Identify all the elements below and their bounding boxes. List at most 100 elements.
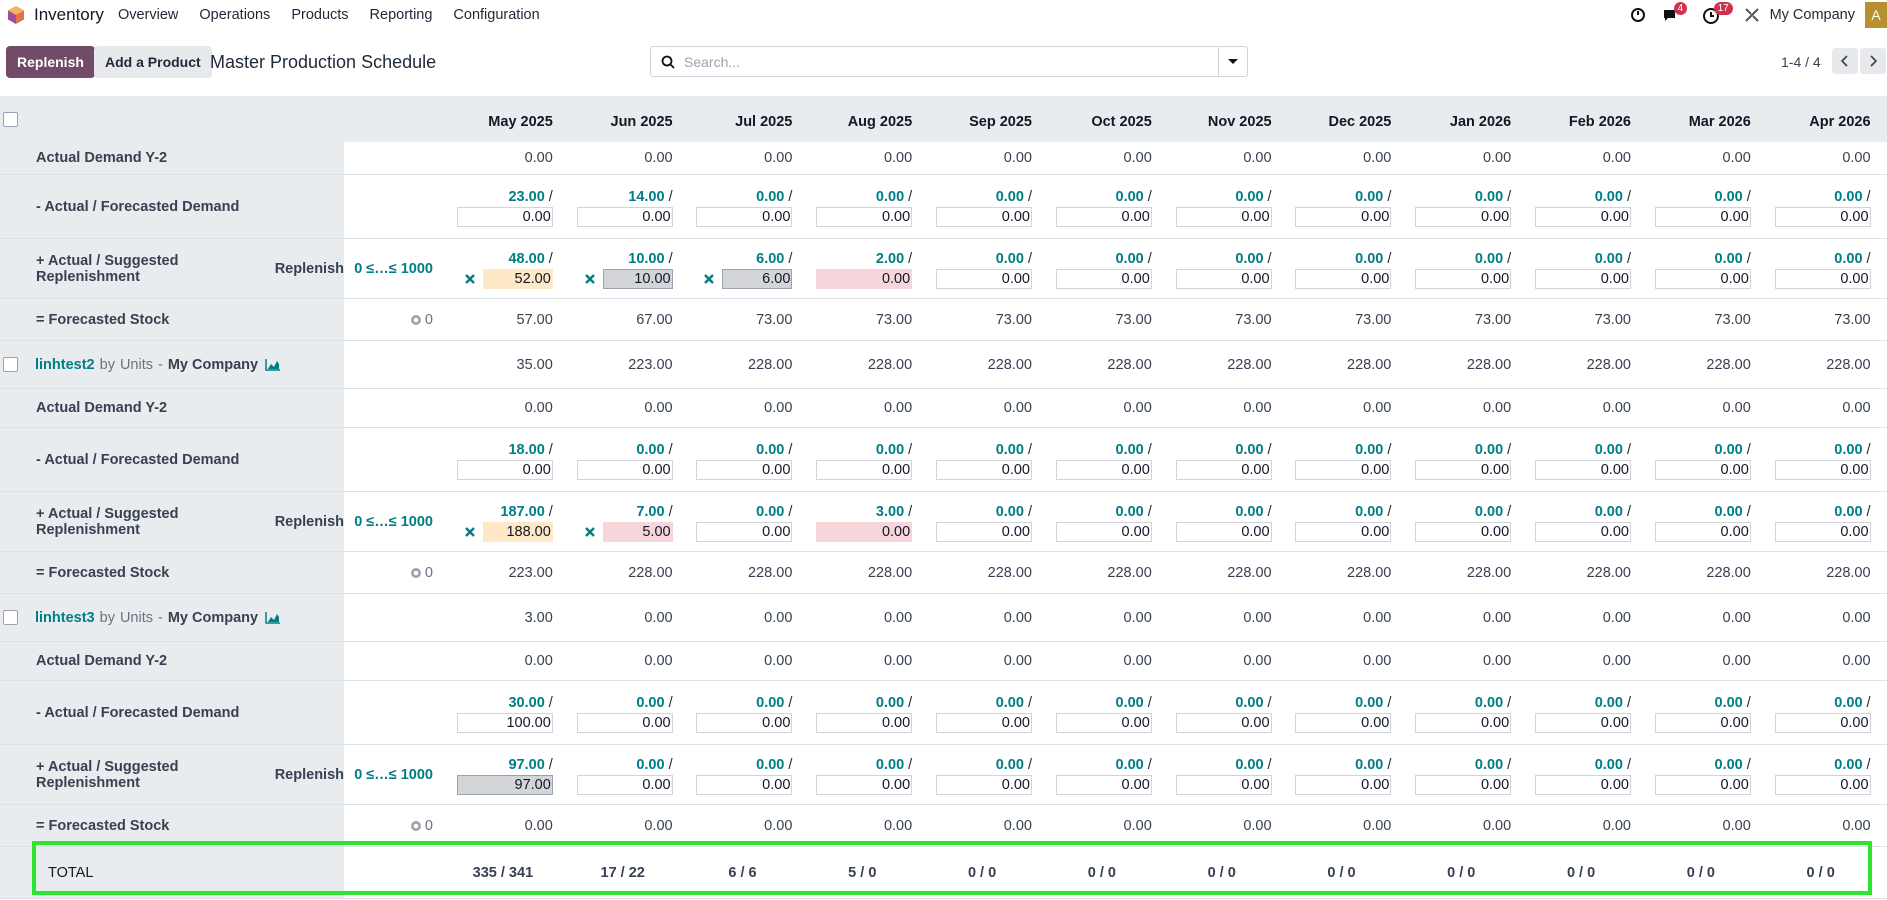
actual-demand[interactable]: 0.00	[636, 441, 665, 458]
suggested-input[interactable]: 0.00	[1774, 774, 1871, 795]
forecast-input[interactable]: 0.00	[1055, 712, 1152, 733]
forecast-input[interactable]: 0.00	[935, 206, 1032, 227]
actual-replenishment[interactable]: 0.00	[1714, 756, 1743, 773]
suggested-input[interactable]: 0.00	[1774, 521, 1871, 542]
app-name[interactable]: Inventory	[34, 5, 104, 24]
forecast-input[interactable]: 0.00	[1415, 459, 1512, 480]
actual-demand[interactable]: 0.00	[1235, 441, 1264, 458]
suggested-input[interactable]: 0.00	[935, 521, 1032, 542]
actual-demand[interactable]: 0.00	[1714, 441, 1743, 458]
actual-replenishment[interactable]: 0.00	[756, 756, 785, 773]
user-avatar[interactable]: A	[1865, 2, 1887, 28]
actual-replenishment[interactable]: 0.00	[1355, 250, 1384, 267]
forecast-input[interactable]: 0.00	[1295, 206, 1392, 227]
actual-demand[interactable]: 14.00	[628, 188, 665, 205]
suggested-input[interactable]: 0.00	[696, 521, 793, 542]
forecast-input[interactable]: 0.00	[1774, 712, 1871, 733]
pager-next[interactable]	[1860, 48, 1886, 74]
forecast-input[interactable]: 0.00	[1055, 206, 1152, 227]
suggested-input[interactable]: 5.00	[602, 521, 673, 542]
actual-replenishment[interactable]: 0.00	[756, 503, 785, 520]
company-switch[interactable]: My Company	[1769, 7, 1855, 23]
actual-demand[interactable]: 0.00	[995, 694, 1024, 711]
actual-replenishment[interactable]: 0.00	[1115, 503, 1144, 520]
add-product-button[interactable]: Add a Product	[94, 46, 212, 78]
suggested-input[interactable]: 0.00	[1415, 774, 1512, 795]
forecast-report-icon[interactable]	[265, 611, 281, 624]
forecast-input[interactable]: 0.00	[1175, 459, 1272, 480]
row-checkbox[interactable]	[3, 357, 18, 372]
menu-item[interactable]: Products	[291, 7, 349, 23]
app-logo[interactable]	[6, 5, 26, 25]
actual-demand[interactable]: 0.00	[756, 441, 785, 458]
actual-replenishment[interactable]: 97.00	[508, 756, 545, 773]
actual-replenishment[interactable]: 0.00	[995, 503, 1024, 520]
messages[interactable]: 4	[1660, 0, 1700, 30]
forecast-input[interactable]: 0.00	[576, 459, 673, 480]
actual-replenishment[interactable]: 0.00	[1714, 250, 1743, 267]
actual-demand[interactable]: 30.00	[508, 694, 545, 711]
menu-item[interactable]: Reporting	[369, 7, 433, 23]
actual-replenishment[interactable]: 7.00	[636, 503, 665, 520]
actual-replenishment[interactable]: 0.00	[1474, 503, 1504, 520]
reset-button[interactable]	[464, 273, 475, 284]
actual-demand[interactable]: 0.00	[1474, 694, 1504, 711]
suggested-input[interactable]: 0.00	[1654, 521, 1751, 542]
forecast-input[interactable]: 0.00	[1415, 712, 1512, 733]
suggested-input[interactable]: 0.00	[1295, 268, 1392, 289]
forecast-input[interactable]: 100.00	[456, 712, 553, 733]
suggested-input[interactable]: 0.00	[576, 774, 673, 795]
safety-range[interactable]: 0 ≤…≤ 1000	[354, 513, 433, 530]
suggested-input[interactable]: 0.00	[935, 268, 1032, 289]
actual-replenishment[interactable]: 48.00	[508, 250, 545, 267]
actual-demand[interactable]: 0.00	[875, 188, 905, 205]
suggested-input[interactable]: 0.00	[816, 774, 913, 795]
forecast-input[interactable]: 0.00	[1295, 459, 1392, 480]
suggested-input[interactable]: 0.00	[935, 774, 1032, 795]
forecast-input[interactable]: 0.00	[1175, 206, 1272, 227]
actual-demand[interactable]: 0.00	[875, 694, 905, 711]
forecast-input[interactable]: 0.00	[1654, 206, 1751, 227]
actual-replenishment[interactable]: 0.00	[1594, 503, 1623, 520]
menu-item[interactable]: Configuration	[453, 7, 540, 23]
suggested-input[interactable]: 0.00	[1415, 521, 1512, 542]
actual-demand[interactable]: 0.00	[1355, 441, 1384, 458]
suggested-input[interactable]: 0.00	[1295, 521, 1392, 542]
forecast-input[interactable]: 0.00	[1654, 459, 1751, 480]
actual-replenishment[interactable]: 6.00	[756, 250, 785, 267]
suggested-input[interactable]: 0.00	[1175, 268, 1272, 289]
forecast-input[interactable]: 0.00	[456, 206, 553, 227]
actual-replenishment[interactable]: 0.00	[1355, 503, 1384, 520]
suggested-input[interactable]: 6.00	[722, 268, 793, 289]
actual-demand[interactable]: 0.00	[1594, 694, 1623, 711]
actual-demand[interactable]: 0.00	[1235, 188, 1264, 205]
actual-replenishment[interactable]: 0.00	[1355, 756, 1384, 773]
suggested-input[interactable]: 0.00	[1055, 521, 1152, 542]
row-checkbox[interactable]	[3, 111, 18, 127]
actual-replenishment[interactable]: 0.00	[1115, 756, 1144, 773]
safety-range[interactable]: 0 ≤…≤ 1000	[354, 766, 433, 783]
actual-replenishment[interactable]: 0.00	[995, 756, 1024, 773]
actual-demand[interactable]: 0.00	[1235, 694, 1264, 711]
product-name[interactable]: linhtest3	[35, 609, 95, 626]
forecast-input[interactable]: 0.00	[1654, 712, 1751, 733]
product-name[interactable]: linhtest2	[35, 356, 95, 373]
actual-replenishment[interactable]: 0.00	[1834, 250, 1863, 267]
suggested-input[interactable]: 188.00	[482, 521, 553, 542]
suggested-input[interactable]: 0.00	[1534, 774, 1631, 795]
forecast-input[interactable]: 0.00	[456, 459, 553, 480]
menu-item[interactable]: Operations	[199, 7, 271, 23]
menu-item[interactable]: Overview	[117, 7, 179, 23]
actual-demand[interactable]: 0.00	[875, 441, 905, 458]
actual-demand[interactable]: 0.00	[995, 441, 1024, 458]
actual-replenishment[interactable]: 0.00	[1594, 250, 1623, 267]
forecast-input[interactable]: 0.00	[1534, 206, 1631, 227]
suggested-input[interactable]: 0.00	[1534, 268, 1631, 289]
actual-replenishment[interactable]: 0.00	[1235, 250, 1264, 267]
actual-replenishment[interactable]: 0.00	[1594, 756, 1623, 773]
actual-replenishment[interactable]: 187.00	[500, 503, 545, 520]
actual-demand[interactable]: 0.00	[1714, 694, 1743, 711]
row-checkbox[interactable]	[3, 610, 18, 625]
suggested-input[interactable]: 0.00	[1175, 521, 1272, 542]
actual-replenishment[interactable]: 0.00	[875, 756, 905, 773]
